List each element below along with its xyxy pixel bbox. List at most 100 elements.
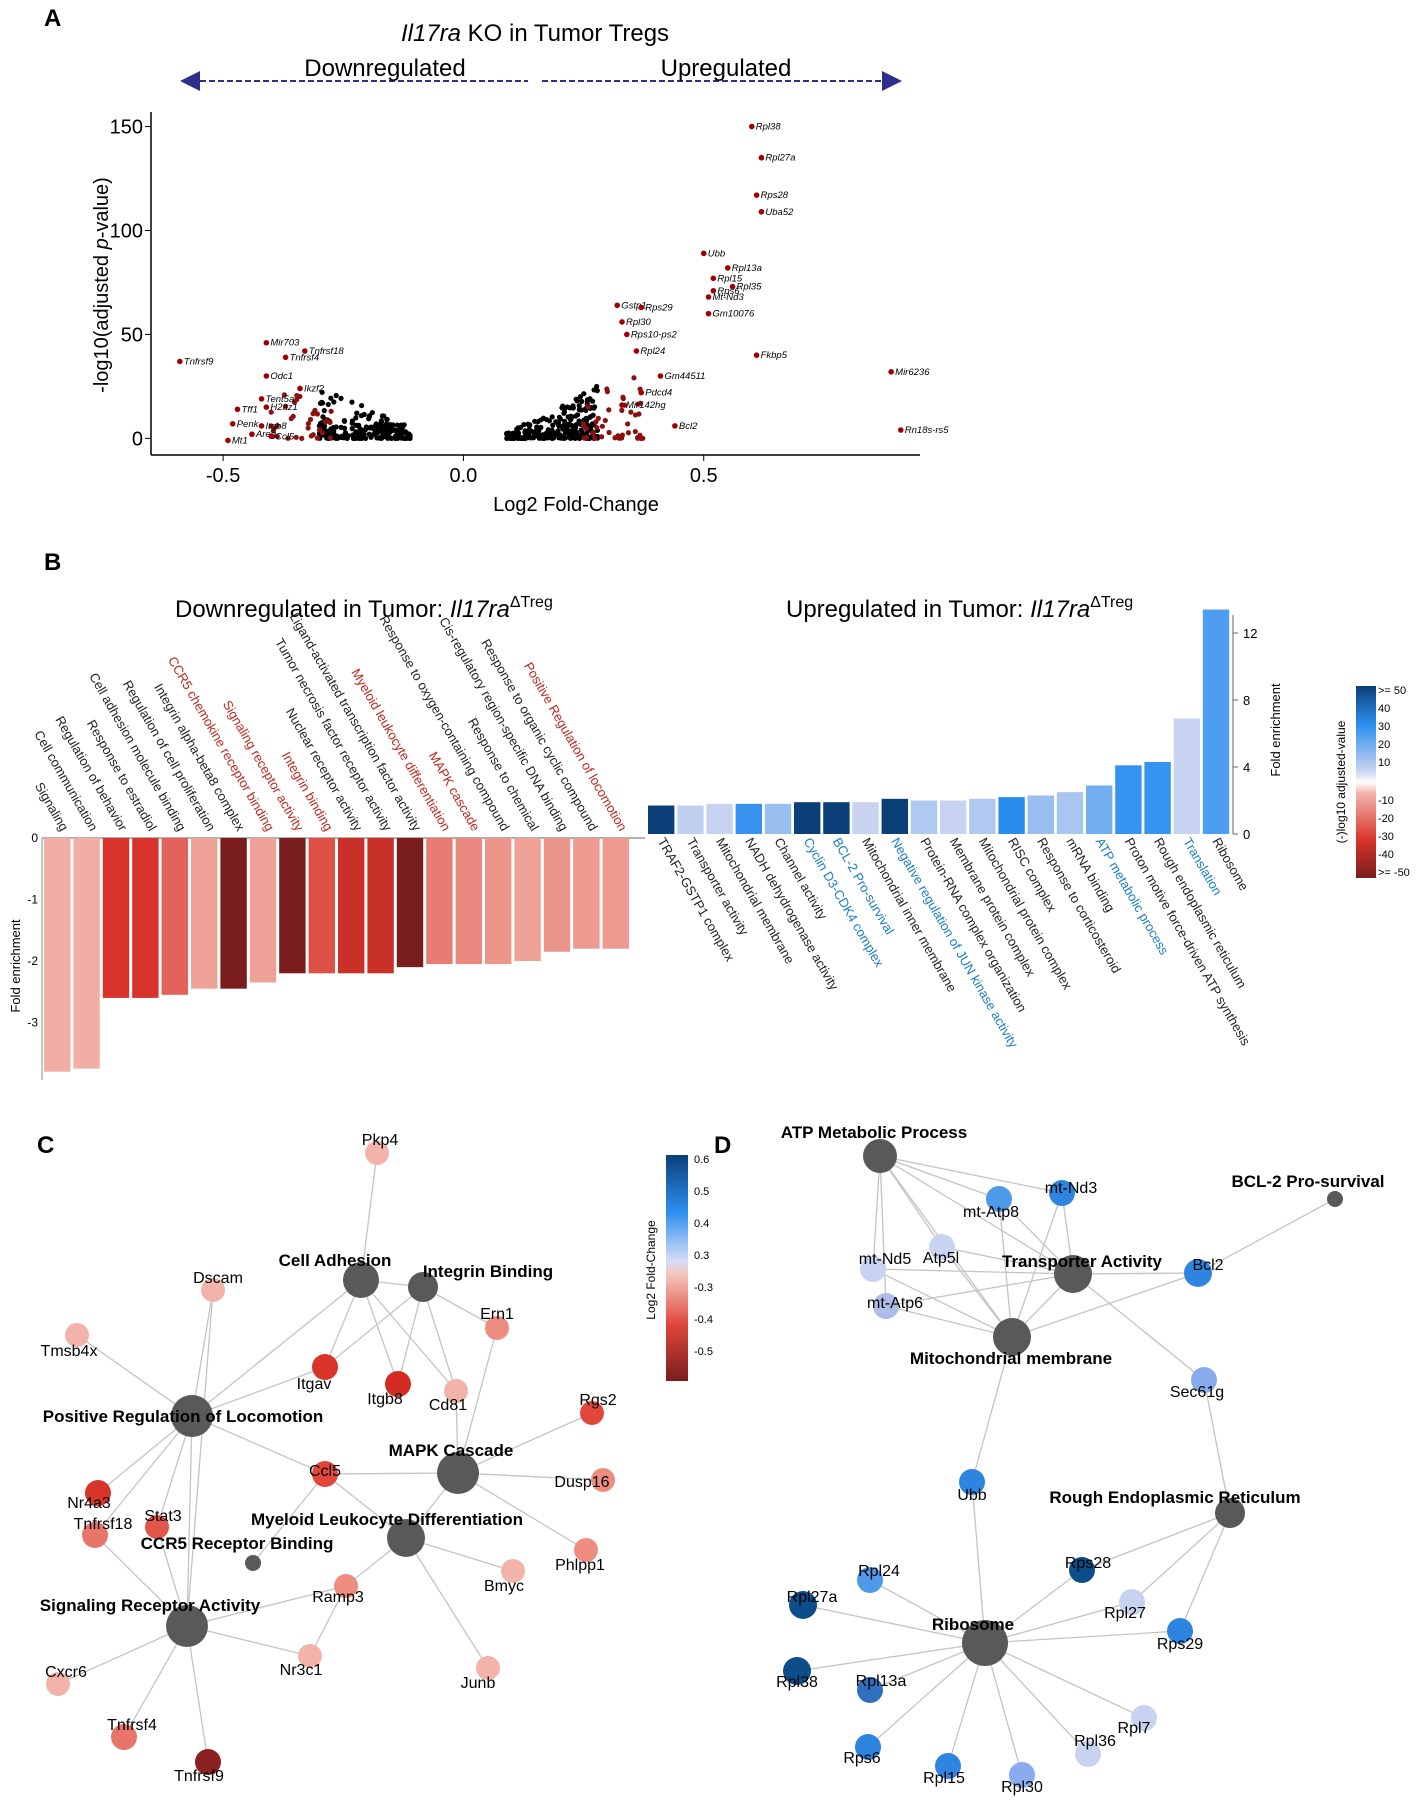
background-point <box>573 422 579 428</box>
background-point <box>573 396 579 402</box>
bar-down-response-to-estradiol <box>132 838 159 998</box>
label-tnfrsf9: Tnfrsf9 <box>174 1768 224 1785</box>
bar-up-nadh-dehydrogenase-activity <box>735 803 762 834</box>
node-rpl38 <box>783 1657 811 1685</box>
point-mir142hg <box>619 402 625 408</box>
label-mt-atp8: mt-Atp8 <box>963 1204 1019 1221</box>
point-mir6236 <box>888 369 894 375</box>
background-point <box>526 435 533 441</box>
background-point <box>373 425 379 431</box>
background-point <box>328 408 334 414</box>
background-point <box>581 435 588 441</box>
label-itgav: Itgav <box>297 1376 332 1393</box>
edge-mapk-cascade-ccl5 <box>324 1472 459 1475</box>
bar-up-proton-motive-force-driven-atp-synthesis <box>1115 765 1142 834</box>
node-junb <box>476 1656 500 1680</box>
bar-down-ccr5-chemokine-receptor-binding <box>249 838 277 983</box>
background-point <box>342 430 349 436</box>
node-mt-nd3 <box>1049 1180 1075 1206</box>
gene-label-itgb8: Itgb8 <box>266 421 288 432</box>
edge-transporter-activity-mt-nd5 <box>872 1268 1074 1275</box>
node-nr3c1 <box>298 1644 322 1668</box>
gene-label-rpl30: Rpl30 <box>626 317 652 328</box>
background-point <box>560 403 566 409</box>
background-point <box>634 434 641 441</box>
edge-mito-membrane-atp5l <box>941 1246 1013 1338</box>
gene-label-tnfrsf18: Tnfrsf18 <box>309 346 345 357</box>
pvalue-legend-label-1: >= 50 <box>1378 685 1406 697</box>
gene-label-mt-nd3: Mt-Nd3 <box>713 292 745 303</box>
edge-signaling-receptor-nr3c1 <box>186 1625 311 1657</box>
x-tick-label: 0.5 <box>690 465 718 487</box>
edge-rough-er-rps29 <box>1179 1512 1231 1632</box>
background-point <box>604 389 611 395</box>
background-point <box>341 418 348 424</box>
node-rpl27 <box>1119 1589 1145 1615</box>
label-tnfrsf4: Tnfrsf4 <box>107 1717 157 1734</box>
bar-up-mitochondrial-membrane <box>706 803 733 834</box>
bar-down-mapk-cascade <box>455 838 482 965</box>
label-ccl5: Ccl5 <box>309 1463 341 1480</box>
bar-down-tumor-necrosis-factor-receptor-activity <box>367 838 394 974</box>
background-point <box>314 435 321 441</box>
bar-up-atp-metabolic-process <box>1086 785 1113 834</box>
bar-down-response-to-organic-cyclic-compound <box>573 838 600 949</box>
background-point <box>561 410 567 416</box>
label-mt-nd3: mt-Nd3 <box>1045 1180 1098 1197</box>
edge-mapk-cascade-rgs2 <box>457 1412 593 1474</box>
edge-ramp3-nr3c1 <box>309 1585 347 1657</box>
node-pkp4 <box>365 1141 389 1165</box>
edge-pos-reg-locomotion-ccl5 <box>191 1415 326 1475</box>
gene-label-odc1: Odc1 <box>270 371 293 382</box>
node-signaling-receptor <box>166 1605 208 1647</box>
up-y-tick: 8 <box>1243 693 1250 708</box>
label-signaling-receptor: Signaling Receptor Activity <box>40 1596 261 1615</box>
bar-up-cyclin-d3-cdk4-complex <box>794 802 821 834</box>
background-point <box>583 417 590 424</box>
label-rpl27: Rpl27 <box>1104 1605 1146 1622</box>
label-cell-adhesion: Cell Adhesion <box>279 1251 392 1270</box>
gene-label-rpl24: Rpl24 <box>640 346 665 357</box>
up-title: Upregulated in Tumor: Il17raΔTreg <box>786 594 1133 623</box>
edge-signaling-receptor-dscam <box>186 1289 214 1627</box>
label-rpl13a: Rpl13a <box>856 1673 907 1690</box>
point-gstp1 <box>614 302 621 309</box>
label-mt-atp6: mt-Atp6 <box>867 1295 923 1312</box>
node-stat3 <box>145 1515 169 1539</box>
pvalue-legend-label-5: 10 <box>1378 757 1390 769</box>
pvalue-legend-label-9: -40 <box>1378 849 1394 861</box>
pvalue-legend-label-6: -10 <box>1378 795 1394 807</box>
panel-a: A Il17ra KO in Tumor Tregs Downregulated… <box>44 5 949 516</box>
background-point <box>349 399 355 405</box>
background-point <box>319 389 325 395</box>
background-point <box>353 422 359 428</box>
background-point <box>546 427 553 434</box>
edge-pos-reg-locomotion-tmsb4x <box>76 1334 193 1417</box>
background-point <box>591 405 597 411</box>
pvalue-legend-label-2: 40 <box>1378 703 1390 715</box>
bar-down-cis-regulatory-region-specific-dna-binding <box>543 838 571 952</box>
label-mito-membrane: Mitochondrial membrane <box>910 1349 1112 1368</box>
node-rpl15 <box>935 1753 961 1779</box>
gene-label-fkbp5: Fkbp5 <box>761 350 788 361</box>
gene-label-rpl35: Rpl35 <box>737 282 763 293</box>
bar-up-negative-regulation-of-jun-kinase-activity <box>881 798 908 834</box>
node-mt-nd5 <box>860 1256 886 1282</box>
edge-mito-membrane-mt-atp8 <box>998 1198 1013 1338</box>
pvalue-legend-label-4: 20 <box>1378 739 1390 751</box>
label-rpl15: Rpl15 <box>923 1770 965 1787</box>
label-atp5l: Atp5l <box>923 1250 959 1267</box>
background-point <box>556 423 562 429</box>
edge-signaling-receptor-ramp3 <box>186 1585 347 1627</box>
network-c-labels: Cell Adhesion Integrin Binding Positive Re… <box>40 1132 617 1785</box>
point-odc1 <box>263 373 270 379</box>
log2fc-legend-label-5: -0.3 <box>694 1282 713 1294</box>
background-point <box>358 413 365 419</box>
gene-label-tent5a: Tent5a <box>266 394 295 405</box>
background-point <box>528 428 535 434</box>
point-rpl38 <box>748 123 755 130</box>
background-point <box>397 425 403 431</box>
down-title: Downregulated in Tumor: Il17raΔTreg <box>175 594 553 623</box>
node-mito-membrane <box>993 1318 1031 1356</box>
